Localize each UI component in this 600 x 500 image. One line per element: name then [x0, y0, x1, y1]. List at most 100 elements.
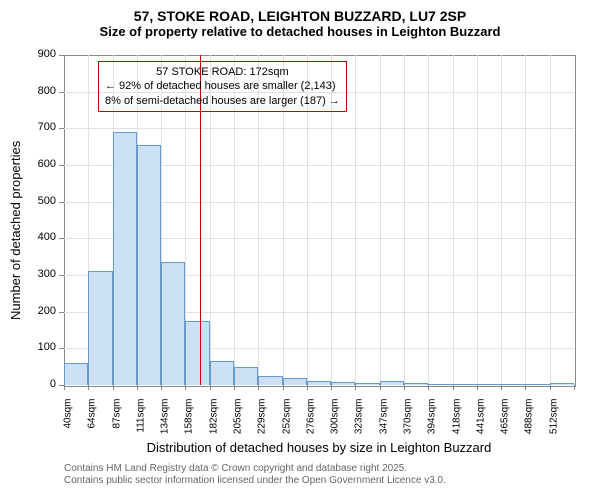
x-tick-label: 111sqm: [135, 399, 146, 443]
histogram-bar: [283, 378, 307, 385]
y-axis-label: Number of detached properties: [8, 141, 23, 320]
histogram-bar: [355, 383, 379, 385]
y-tick-label: 400: [24, 231, 56, 243]
x-tick: [88, 385, 89, 390]
x-tick-label: 347sqm: [378, 399, 389, 443]
annotation-line-1: 57 STOKE ROAD: 172sqm: [105, 65, 340, 79]
x-tick: [453, 385, 454, 390]
chart-subtitle: Size of property relative to detached ho…: [0, 24, 600, 45]
annotation-line-3: 8% of semi-detached houses are larger (1…: [105, 94, 340, 108]
x-tick: [477, 385, 478, 390]
y-tick-label: 200: [24, 305, 56, 317]
histogram-bar: [88, 271, 112, 385]
histogram-bar: [380, 381, 404, 385]
histogram-bar: [185, 321, 209, 385]
x-tick-label: 205sqm: [233, 399, 244, 443]
histogram-bar: [234, 367, 258, 385]
histogram-bar: [210, 361, 234, 385]
grid-line-v: [428, 55, 429, 385]
x-tick: [64, 385, 65, 390]
y-tick: [59, 202, 64, 203]
x-tick: [574, 385, 575, 390]
histogram-bar: [550, 383, 574, 385]
y-tick: [59, 275, 64, 276]
x-tick-label: 134sqm: [160, 399, 171, 443]
y-tick: [59, 348, 64, 349]
y-tick-label: 800: [24, 85, 56, 97]
chart-container: 57, STOKE ROAD, LEIGHTON BUZZARD, LU7 2S…: [0, 0, 600, 500]
y-tick: [59, 92, 64, 93]
annotation-box: 57 STOKE ROAD: 172sqm← 92% of detached h…: [98, 61, 347, 112]
y-tick: [59, 55, 64, 56]
grid-line-v: [453, 55, 454, 385]
y-tick: [59, 165, 64, 166]
y-tick-label: 100: [24, 341, 56, 353]
histogram-bar: [258, 376, 282, 385]
y-tick-label: 0: [24, 378, 56, 390]
x-tick-label: 229sqm: [257, 399, 268, 443]
x-tick-label: 394sqm: [427, 399, 438, 443]
chart-title: 57, STOKE ROAD, LEIGHTON BUZZARD, LU7 2S…: [0, 0, 600, 24]
x-tick-label: 64sqm: [87, 399, 98, 443]
grid-line-v: [550, 55, 551, 385]
x-tick: [428, 385, 429, 390]
x-tick: [210, 385, 211, 390]
histogram-bar: [501, 384, 525, 385]
x-tick-label: 300sqm: [330, 399, 341, 443]
histogram-bar: [428, 384, 452, 385]
y-tick-label: 600: [24, 158, 56, 170]
grid-line-h: [64, 128, 574, 129]
y-tick-label: 700: [24, 121, 56, 133]
x-tick: [307, 385, 308, 390]
histogram-bar: [307, 381, 331, 385]
grid-line-v: [404, 55, 405, 385]
y-tick: [59, 238, 64, 239]
x-tick: [137, 385, 138, 390]
annotation-line-2: ← 92% of detached houses are smaller (2,…: [105, 79, 340, 93]
x-tick: [258, 385, 259, 390]
x-tick-label: 323sqm: [354, 399, 365, 443]
credit-line-2: Contains public sector information licen…: [64, 475, 446, 486]
y-tick: [59, 128, 64, 129]
histogram-bar: [453, 384, 477, 385]
histogram-bar: [137, 145, 161, 385]
x-tick-label: 512sqm: [548, 399, 559, 443]
y-tick: [59, 312, 64, 313]
x-tick-label: 87sqm: [111, 399, 122, 443]
x-tick-label: 465sqm: [500, 399, 511, 443]
x-tick: [404, 385, 405, 390]
y-tick-label: 900: [24, 48, 56, 60]
x-tick: [550, 385, 551, 390]
x-tick: [185, 385, 186, 390]
histogram-bar: [404, 383, 428, 385]
grid-line-v: [477, 55, 478, 385]
histogram-bar: [477, 384, 501, 385]
x-tick: [501, 385, 502, 390]
x-tick-label: 182sqm: [208, 399, 219, 443]
x-tick-label: 158sqm: [184, 399, 195, 443]
x-tick: [283, 385, 284, 390]
x-tick-label: 488sqm: [524, 399, 535, 443]
x-tick: [525, 385, 526, 390]
x-tick-label: 418sqm: [451, 399, 462, 443]
x-tick: [113, 385, 114, 390]
grid-line-v: [525, 55, 526, 385]
x-tick: [380, 385, 381, 390]
x-tick: [355, 385, 356, 390]
x-tick-label: 441sqm: [475, 399, 486, 443]
histogram-bar: [64, 363, 88, 385]
x-tick: [331, 385, 332, 390]
histogram-bar: [113, 132, 137, 385]
x-tick-label: 40sqm: [63, 399, 74, 443]
x-tick: [161, 385, 162, 390]
y-tick-label: 500: [24, 195, 56, 207]
credit-line-1: Contains HM Land Registry data © Crown c…: [64, 463, 407, 474]
grid-line-v: [380, 55, 381, 385]
histogram-bar: [161, 262, 185, 385]
x-tick-label: 276sqm: [305, 399, 316, 443]
x-tick: [234, 385, 235, 390]
grid-line-v: [501, 55, 502, 385]
histogram-bar: [525, 384, 549, 385]
x-tick-label: 370sqm: [403, 399, 414, 443]
y-tick-label: 300: [24, 268, 56, 280]
